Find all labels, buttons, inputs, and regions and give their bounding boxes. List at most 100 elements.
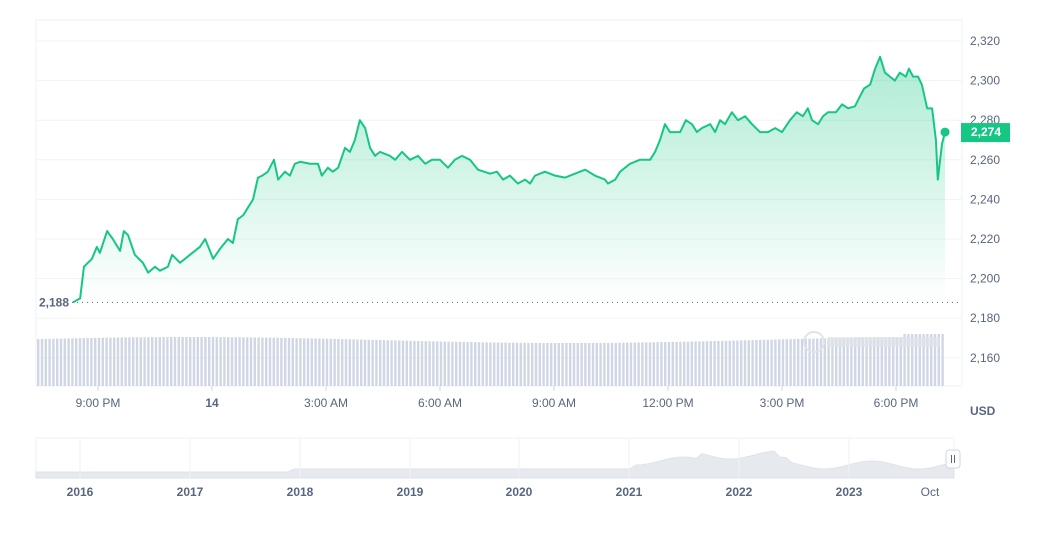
volume-bar: [337, 339, 340, 386]
volume-bar: [154, 337, 158, 386]
navigator-year-label: 2017: [177, 485, 204, 499]
volume-bar: [303, 338, 306, 386]
volume-bar: [272, 337, 275, 386]
volume-bar: [162, 337, 165, 386]
volume-bar: [489, 342, 492, 386]
volume-bar: [500, 342, 503, 386]
volume-bar: [37, 339, 40, 386]
volume-bar: [196, 337, 199, 386]
volume-bar: [82, 338, 85, 386]
volume-bar: [747, 340, 750, 386]
volume-bar: [493, 342, 496, 386]
volume-bar: [808, 338, 811, 386]
volume-bar: [550, 342, 553, 386]
volume-bar: [189, 337, 192, 386]
current-price-dot: [940, 127, 950, 137]
volume-bar: [63, 338, 66, 386]
volume-bar: [778, 339, 781, 386]
volume-bar: [477, 342, 481, 386]
volume-bar: [523, 342, 526, 386]
volume-bar: [762, 339, 766, 386]
volume-bar: [873, 337, 876, 386]
volume-bar: [743, 340, 747, 386]
volume-bar: [173, 337, 177, 386]
volume-bar: [428, 341, 431, 386]
volume-bar: [227, 337, 230, 386]
volume-bar: [736, 340, 739, 386]
volume-bar: [626, 342, 629, 386]
volume-bar: [717, 340, 720, 386]
volume-bar: [819, 338, 823, 386]
base-price-label: 2,188: [39, 295, 69, 309]
volume-bar: [774, 339, 777, 386]
volume-bar: [230, 337, 234, 386]
volume-bar: [44, 338, 47, 386]
volume-bar: [895, 337, 899, 386]
volume-bar: [797, 338, 800, 386]
volume-bar: [645, 342, 648, 386]
volume-bar: [903, 334, 906, 386]
volume-bar: [930, 334, 933, 386]
volume-bar: [371, 339, 374, 386]
volume-bar: [728, 340, 731, 386]
volume-bar: [827, 338, 830, 386]
volume-bar: [139, 337, 142, 386]
volume-bar: [253, 337, 256, 386]
volume-bar: [842, 337, 845, 386]
volume-bar: [504, 342, 507, 386]
volume-bar: [204, 337, 207, 386]
y-tick-label: 2,260: [970, 153, 1000, 167]
volume-bar: [280, 337, 283, 386]
volume-bar: [572, 342, 576, 386]
current-price-label: 2,274: [971, 125, 1001, 139]
volume-bar: [249, 337, 253, 386]
volume-bar: [599, 342, 602, 386]
volume-bar: [314, 338, 317, 386]
volume-bar: [67, 338, 70, 386]
volume-bar: [683, 341, 686, 386]
volume-bar: [219, 337, 222, 386]
volume-bar: [721, 340, 724, 386]
volume-bar: [899, 337, 902, 386]
volume-bar: [128, 337, 131, 386]
volume-bar: [686, 341, 690, 386]
volume-bar: [386, 340, 389, 386]
volume-bar: [565, 343, 568, 386]
volume-bar: [591, 342, 595, 386]
navigator-year-label: 2019: [397, 485, 424, 499]
volume-bar: [648, 342, 652, 386]
volume-bar: [439, 341, 443, 386]
volume-bar: [732, 340, 735, 386]
volume-bar: [519, 342, 522, 386]
volume-bar: [481, 342, 484, 386]
volume-bar: [166, 337, 169, 386]
volume-bar: [660, 342, 663, 386]
volume-bar: [531, 342, 534, 386]
navigator-handle[interactable]: [945, 449, 961, 469]
volume-bar: [40, 338, 44, 386]
volume-bar: [770, 339, 773, 386]
navigator-series: [35, 450, 955, 479]
volume-bar: [580, 342, 583, 386]
volume-bar: [911, 334, 914, 386]
volume-bar: [310, 338, 313, 386]
volume-bar: [512, 342, 515, 386]
volume-bar: [447, 341, 450, 386]
volume-bar: [876, 337, 880, 386]
volume-bar: [610, 342, 614, 386]
volume-bar: [276, 337, 279, 386]
volume-bar: [299, 338, 302, 386]
volume-bar: [724, 340, 728, 386]
volume-bar: [759, 339, 762, 386]
volume-bar: [474, 342, 477, 386]
volume-bar: [52, 338, 55, 386]
volume-bar: [793, 339, 796, 386]
volume-bar: [755, 339, 758, 386]
current-price-badge: [961, 123, 1010, 143]
volume-bar: [785, 339, 788, 386]
volume-bar: [850, 337, 853, 386]
volume-bar: [641, 342, 644, 386]
volume-bar: [223, 337, 226, 386]
volume-bar: [542, 342, 545, 386]
